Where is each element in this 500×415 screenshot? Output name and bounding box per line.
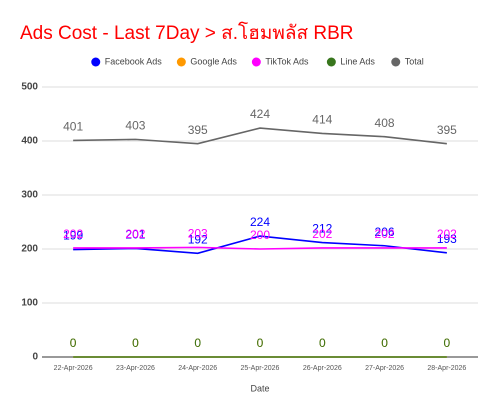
y-tick-label: 300: [21, 190, 38, 201]
data-label: 202: [375, 227, 395, 241]
y-tick-label: 200: [21, 244, 38, 255]
data-label: 0: [257, 336, 264, 350]
x-axis-label: Date: [250, 383, 269, 393]
data-label: 202: [63, 227, 83, 241]
data-label: 0: [444, 336, 451, 350]
data-label: 0: [381, 336, 388, 350]
legend-marker: [391, 57, 401, 67]
data-label: 193: [437, 232, 457, 246]
y-tick-label: 100: [21, 298, 38, 309]
data-label: 408: [375, 116, 395, 130]
legend-label: TikTok Ads: [265, 56, 309, 66]
data-label: 201: [125, 228, 145, 242]
data-label: 414: [312, 113, 332, 127]
data-label: 202: [125, 227, 145, 241]
legend-marker: [326, 57, 336, 67]
legend-marker: [176, 57, 186, 67]
x-tick-label: 28-Apr-2026: [427, 365, 466, 372]
data-label: 0: [319, 336, 326, 350]
legend-marker: [91, 57, 101, 67]
data-label: 0: [194, 336, 201, 350]
data-label: 0: [132, 336, 139, 350]
data-label: 206: [375, 225, 395, 239]
data-label: 202: [312, 227, 332, 241]
chart-title: Ads Cost - Last 7Day > ส.โฮมพลัส RBR: [20, 21, 354, 44]
data-label: 395: [437, 123, 457, 137]
series-line: [73, 246, 447, 250]
data-label: 0: [132, 336, 139, 350]
legend-label: Total: [405, 56, 424, 66]
x-tick-label: 27-Apr-2026: [365, 365, 404, 372]
data-label: 192: [188, 232, 208, 246]
data-label: 200: [250, 228, 270, 242]
x-tick-label: 22-Apr-2026: [54, 365, 93, 372]
data-label: 0: [70, 336, 77, 350]
data-label: 212: [312, 222, 332, 236]
data-label: 203: [188, 227, 208, 241]
y-tick-label: 0: [32, 352, 38, 363]
data-label: 199: [63, 229, 83, 243]
legend-label: Facebook Ads: [105, 56, 163, 66]
data-label: 202: [437, 227, 457, 241]
legend-marker: [251, 57, 261, 67]
x-tick-label: 23-Apr-2026: [116, 365, 155, 372]
data-label: 403: [125, 119, 145, 133]
x-tick-label: 26-Apr-2026: [303, 365, 342, 372]
data-label: 0: [70, 336, 77, 350]
data-label: 401: [63, 120, 83, 134]
x-tick-label: 24-Apr-2026: [178, 365, 217, 372]
data-label: 0: [381, 336, 388, 350]
data-label: 0: [444, 336, 451, 350]
x-tick-label: 25-Apr-2026: [241, 365, 280, 372]
y-tick-label: 400: [21, 136, 38, 147]
data-label: 424: [250, 107, 270, 121]
data-label: 0: [319, 336, 326, 350]
data-label: 0: [194, 336, 201, 350]
data-label: 0: [257, 336, 264, 350]
legend-label: Google Ads: [190, 56, 237, 66]
series-line: [73, 127, 447, 145]
y-tick-label: 500: [21, 82, 38, 93]
data-label: 224: [250, 215, 270, 229]
legend-label: Line Ads: [340, 56, 375, 66]
data-label: 395: [188, 123, 208, 137]
